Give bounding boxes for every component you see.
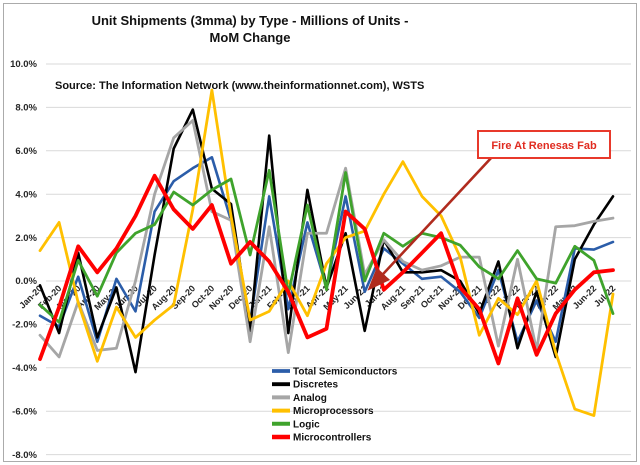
y-tick-label: -8.0%	[12, 450, 37, 461]
y-tick-label: 2.0%	[15, 233, 37, 244]
series-line-analog	[38, 119, 615, 359]
y-tick-label: 10.0%	[10, 59, 37, 70]
series-line-logic	[38, 168, 615, 324]
legend-label: Total Semiconductors	[293, 367, 398, 378]
y-tick-label: 0.0%	[15, 276, 37, 287]
annotation-box	[477, 130, 611, 159]
series-lines	[38, 88, 615, 417]
series-line-microprocessors	[38, 88, 615, 417]
legend-label: Microcontrollers	[293, 433, 372, 444]
chart-outer-border	[3, 3, 637, 462]
y-tick-label: -2.0%	[12, 320, 37, 331]
series-line-microcontrollers	[38, 173, 615, 366]
chart-title-line2: MoM Change	[209, 30, 291, 45]
y-tick-label: -4.0%	[12, 363, 37, 374]
legend-item-total-semiconductors[interactable]: Total Semiconductors	[272, 367, 398, 378]
legend-item-microprocessors[interactable]: Microprocessors	[272, 406, 374, 417]
chart-title-line1: Unit Shipments (3mma) by Type - Millions…	[91, 13, 409, 28]
annotation-label: Fire At Renesas Fab	[491, 140, 597, 152]
legend-item-microcontrollers[interactable]: Microcontrollers	[272, 433, 372, 444]
legend-item-analog[interactable]: Analog	[272, 393, 327, 404]
chart-title: Unit Shipments (3mma) by Type - Millions…	[0, 12, 500, 46]
legend-label: Analog	[293, 393, 327, 404]
annotation-arrow	[367, 156, 493, 291]
y-tick-label: 8.0%	[15, 103, 37, 114]
legend-item-discretes[interactable]: Discretes	[272, 380, 338, 391]
legend-label: Microprocessors	[293, 406, 374, 417]
y-tick-label: 6.0%	[15, 146, 37, 157]
y-tick-label: 4.0%	[15, 189, 37, 200]
legend-label: Logic	[293, 419, 320, 430]
y-tick-label: -6.0%	[12, 406, 37, 417]
legend-item-logic[interactable]: Logic	[272, 419, 320, 430]
legend-label: Discretes	[293, 380, 338, 391]
y-axis-tick-labels: 10.0% 8.0% 6.0% 4.0% 2.0% 0.0% -2.0% -4.0% -6.0%…	[10, 59, 37, 461]
chart-legend: Total Semiconductors Discretes Analog Micro…	[272, 367, 398, 444]
annotation-callout: Fire At Renesas Fab	[367, 130, 611, 291]
source-note: Source: The Information Network (www.the…	[55, 80, 425, 92]
gridlines	[46, 63, 631, 456]
